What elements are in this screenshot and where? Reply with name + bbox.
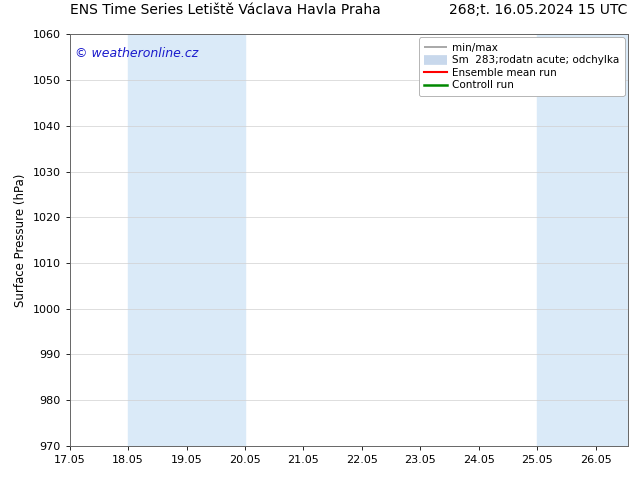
Y-axis label: Surface Pressure (hPa): Surface Pressure (hPa) — [14, 173, 27, 307]
Bar — [537, 34, 595, 446]
Text: © weatheronline.cz: © weatheronline.cz — [75, 47, 198, 60]
Bar — [128, 34, 245, 446]
Text: ENS Time Series Letiště Václava Havla Praha: ENS Time Series Letiště Václava Havla Pr… — [70, 3, 380, 17]
Bar — [595, 34, 628, 446]
Text: 268;t. 16.05.2024 15 UTC: 268;t. 16.05.2024 15 UTC — [450, 3, 628, 17]
Legend: min/max, Sm  283;rodatn acute; odchylka, Ensemble mean run, Controll run: min/max, Sm 283;rodatn acute; odchylka, … — [418, 37, 624, 96]
